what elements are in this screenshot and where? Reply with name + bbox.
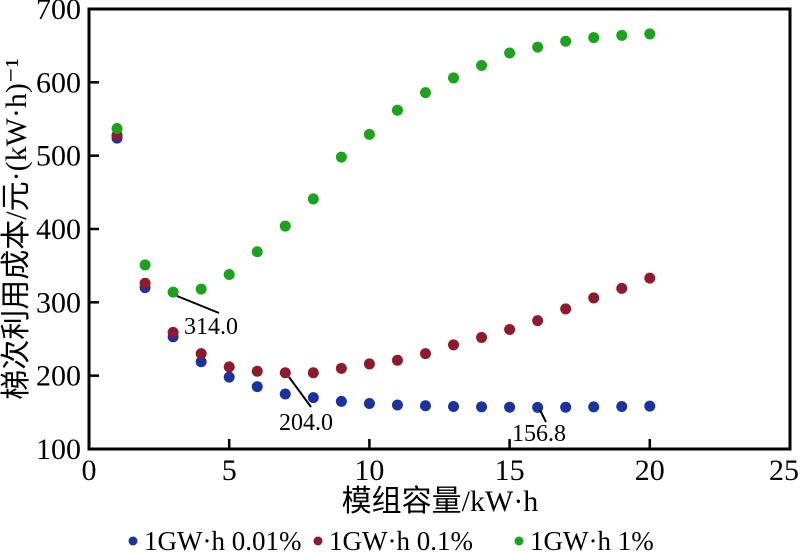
data-point xyxy=(616,282,628,294)
data-point xyxy=(588,32,600,44)
x-tick-label: 20 xyxy=(635,454,665,487)
legend-item: 1GW·h 0.01% xyxy=(128,526,301,553)
data-point xyxy=(644,28,656,40)
data-point xyxy=(139,259,151,271)
data-point xyxy=(391,354,403,366)
data-point xyxy=(167,286,179,298)
data-point xyxy=(588,401,600,413)
legend-marker-icon xyxy=(514,536,524,546)
data-point xyxy=(476,401,488,413)
y-tick-label: 200 xyxy=(36,360,81,393)
legend-label: 1GW·h 0.01% xyxy=(144,526,301,553)
data-point xyxy=(307,193,319,205)
data-point xyxy=(335,395,347,407)
x-axis-label: 模组容量/kW·h xyxy=(342,485,539,518)
data-point xyxy=(279,220,291,232)
data-point xyxy=(391,399,403,411)
data-point xyxy=(391,104,403,116)
data-point xyxy=(307,367,319,379)
annotation-leader-line xyxy=(539,409,547,423)
annotation-leader-line xyxy=(176,295,220,314)
y-tick-label: 600 xyxy=(36,66,81,99)
data-point xyxy=(251,381,263,393)
data-point xyxy=(560,303,572,315)
data-point xyxy=(448,339,460,351)
data-point xyxy=(644,400,656,412)
data-point xyxy=(448,400,460,412)
y-tick-label: 400 xyxy=(36,213,81,246)
y-axis-label: 梯次利用成本/元·(kW·h)⁻¹ xyxy=(0,58,33,399)
x-tick-label: 15 xyxy=(495,454,525,487)
y-tick-label: 700 xyxy=(36,0,81,26)
data-point xyxy=(223,361,235,373)
data-point xyxy=(476,59,488,71)
data-point xyxy=(111,123,123,135)
legend-marker-icon xyxy=(313,536,323,546)
series-1GW·h 1% xyxy=(111,28,656,298)
annotation-label: 156.8 xyxy=(512,421,566,447)
data-point xyxy=(588,292,600,304)
data-point xyxy=(251,365,263,377)
data-point xyxy=(504,47,516,59)
data-point xyxy=(419,348,431,360)
legend-label: 1GW·h 1% xyxy=(530,526,654,553)
legend-marker-icon xyxy=(128,536,138,546)
data-point xyxy=(616,400,628,412)
data-point xyxy=(363,128,375,140)
data-point xyxy=(335,151,347,163)
data-point xyxy=(223,268,235,280)
data-point xyxy=(279,388,291,400)
data-point xyxy=(616,29,628,41)
data-point xyxy=(644,272,656,284)
data-point xyxy=(195,283,207,295)
data-point xyxy=(139,277,151,289)
x-tick-label: 10 xyxy=(354,454,384,487)
data-point xyxy=(504,323,516,335)
legend-item: 1GW·h 1% xyxy=(514,526,654,553)
data-point xyxy=(335,362,347,374)
series-1GW·h 0.01% xyxy=(111,132,656,413)
data-point xyxy=(476,332,488,344)
x-tick-label: 0 xyxy=(82,454,97,487)
legend: 1GW·h 0.01% 1GW·h 0.1% 1GW·h 1% xyxy=(128,526,654,553)
annotation-label: 314.0 xyxy=(184,314,238,340)
legend-item: 1GW·h 0.1% xyxy=(313,526,473,553)
x-tick-label: 5 xyxy=(222,454,237,487)
data-point xyxy=(195,356,207,368)
y-tick-label: 100 xyxy=(36,433,81,466)
data-point xyxy=(532,315,544,327)
x-tick-label: 25 xyxy=(769,454,799,487)
data-point xyxy=(307,392,319,404)
data-point xyxy=(363,358,375,370)
data-point xyxy=(223,371,235,383)
data-point xyxy=(195,348,207,360)
series-1GW·h 0.1% xyxy=(111,129,656,379)
data-point xyxy=(251,246,263,258)
data-point xyxy=(448,72,460,84)
data-point xyxy=(560,401,572,413)
data-point xyxy=(560,35,572,47)
data-point xyxy=(532,41,544,53)
data-point xyxy=(363,398,375,410)
data-point xyxy=(167,326,179,338)
data-point xyxy=(419,87,431,99)
plot-frame xyxy=(87,7,792,451)
data-point xyxy=(419,400,431,412)
legend-label: 1GW·h 0.1% xyxy=(329,526,473,553)
annotation-leader-line xyxy=(288,376,312,408)
data-point xyxy=(504,401,516,413)
annotation-label: 204.0 xyxy=(279,410,333,436)
data-point xyxy=(279,367,291,379)
y-tick-label: 500 xyxy=(36,140,81,173)
y-tick-label: 300 xyxy=(36,286,81,319)
